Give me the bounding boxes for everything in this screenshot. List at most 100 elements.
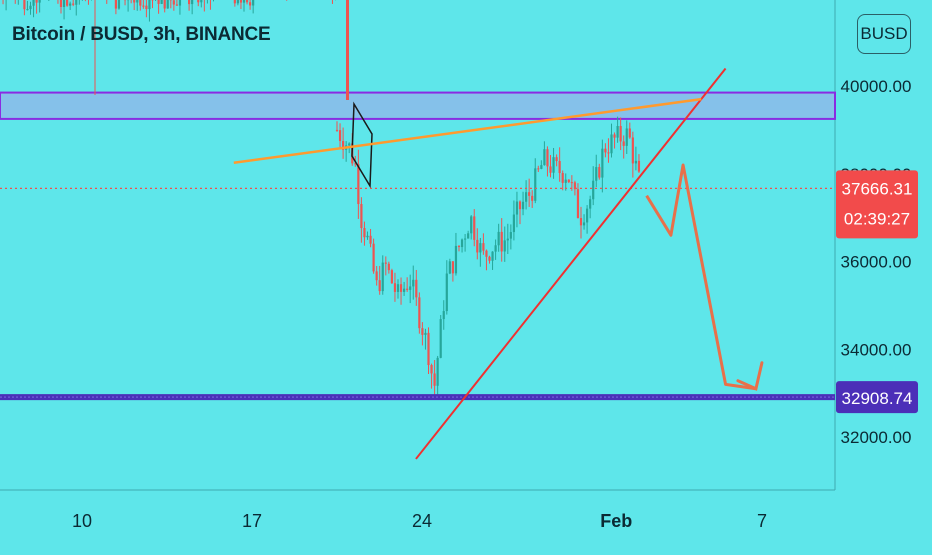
candle-body (595, 167, 597, 181)
candle-body (424, 333, 426, 335)
candle-body (243, 0, 245, 3)
last-price-value: 37666.31 (842, 179, 913, 198)
candle-body (467, 233, 469, 238)
candle-body (115, 0, 117, 9)
candle-body (409, 286, 411, 289)
candle-body (580, 218, 582, 225)
candle-body (583, 222, 585, 225)
price-axis-label: 36000.00 (841, 253, 912, 272)
candle-body (249, 2, 251, 5)
candle-body (488, 257, 490, 261)
candle-body (552, 157, 554, 173)
bar-countdown: 02:39:27 (844, 209, 910, 228)
candle-body (507, 239, 509, 241)
candle-body (598, 167, 600, 178)
candle-body (176, 5, 178, 6)
candle-body (376, 271, 378, 280)
candle-body (32, 0, 34, 6)
candle-body (638, 161, 640, 172)
candle-body (617, 126, 619, 138)
candle-body (357, 164, 359, 204)
candle-body (406, 289, 408, 290)
candle-body (75, 0, 77, 5)
candle-body (470, 216, 472, 233)
candle-body (531, 196, 533, 201)
candle-body (620, 126, 622, 141)
candle-body (525, 192, 527, 202)
candle-body (388, 264, 390, 270)
candle-body (528, 192, 530, 196)
candle-body (36, 0, 38, 3)
candle-body (446, 274, 448, 312)
candle-body (39, 0, 41, 3)
candle-body (145, 6, 147, 9)
candle-body (440, 319, 442, 358)
candle-body (148, 0, 150, 9)
candle-body (534, 168, 536, 200)
candle-body (379, 280, 381, 291)
time-axis-label: 10 (72, 511, 92, 531)
candle-body (66, 0, 68, 6)
candle-body (418, 297, 420, 328)
candle-body (592, 181, 594, 200)
candle-body (559, 161, 561, 173)
candle-body (200, 0, 202, 2)
candle-body (394, 283, 396, 292)
candle-body (485, 251, 487, 257)
candle-body (427, 333, 429, 365)
support-price-tag: 32908.74 (836, 381, 918, 413)
candle-body (63, 0, 65, 7)
candle-body (400, 284, 402, 292)
price-axis-label: 32000.00 (841, 428, 912, 447)
candle-body (632, 137, 634, 163)
candle-body (161, 0, 163, 4)
candle-body (546, 149, 548, 166)
candle-body (537, 168, 539, 169)
candle-body (403, 289, 405, 292)
support-price-value: 32908.74 (842, 389, 913, 408)
candle-body (29, 6, 31, 9)
candle-body (510, 232, 512, 239)
candle-body (556, 157, 558, 161)
candle-body (601, 149, 603, 178)
candle-body (348, 143, 350, 145)
candle-body (252, 0, 254, 5)
candle-body (346, 0, 349, 100)
candle-body (412, 280, 414, 287)
currency-button[interactable]: BUSD (857, 14, 911, 54)
candle-body (473, 216, 475, 239)
candle-body (234, 0, 236, 3)
candle-body (72, 4, 74, 5)
candle-body (118, 0, 120, 9)
candle-body (360, 204, 362, 228)
candle-body (562, 173, 564, 183)
projection-path[interactable] (647, 165, 756, 389)
candle-body (26, 9, 28, 10)
candle-body (397, 284, 399, 292)
supply-zone[interactable] (0, 93, 835, 119)
candle-body (543, 149, 545, 165)
candle-body (373, 244, 375, 272)
candle-body (549, 166, 551, 172)
candle-body (482, 243, 484, 251)
candle-body (246, 0, 248, 2)
candle-body (139, 0, 141, 6)
candle-body (240, 0, 242, 3)
time-axis-label: Feb (600, 511, 632, 531)
candle-body (339, 130, 341, 141)
price-axis-label: 40000.00 (841, 77, 912, 96)
candle-body (164, 0, 166, 9)
candle-body (60, 0, 62, 7)
candle-body (635, 161, 637, 164)
candle-body (421, 328, 423, 335)
rising-trendline[interactable] (416, 68, 726, 458)
candle-body (415, 280, 417, 298)
candle-body (382, 263, 384, 292)
candle-body (434, 373, 436, 385)
projection-arrowhead (738, 363, 762, 389)
candle-body (491, 252, 493, 261)
candle-body (464, 239, 466, 240)
